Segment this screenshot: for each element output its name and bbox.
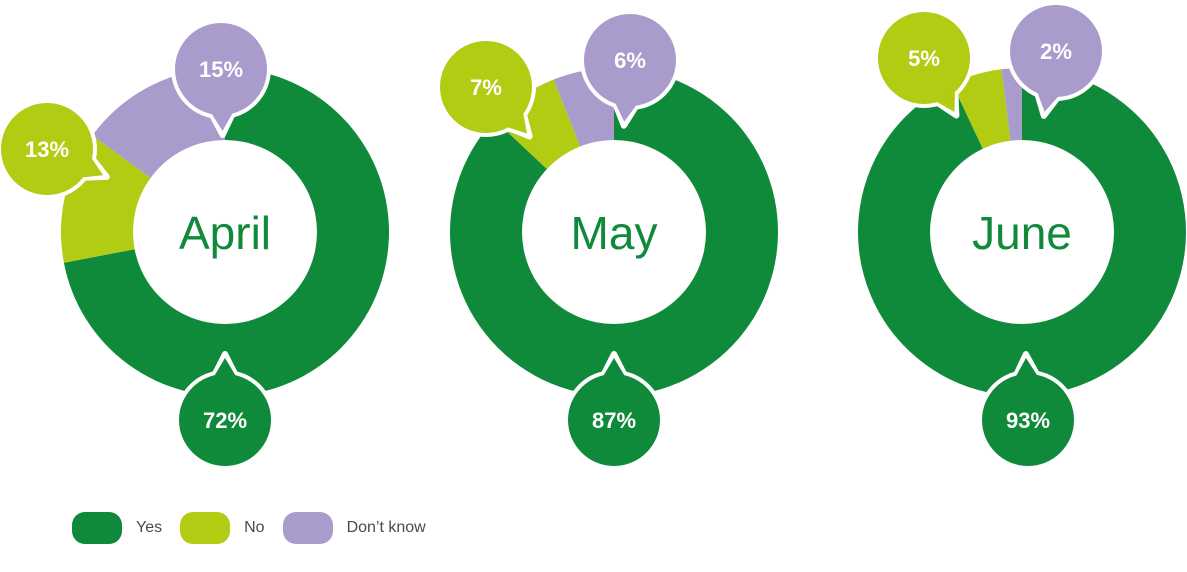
- bubble-don-t-know-april: 15%: [171, 19, 271, 138]
- data-label-don-t-know-may: 6%: [614, 48, 646, 73]
- bubble-no-may: 7%: [436, 37, 536, 140]
- legend-swatch-yes: [72, 512, 122, 544]
- data-label-no-april: 13%: [25, 137, 69, 162]
- bubble-no-april: 13%: [0, 99, 110, 199]
- legend-item-dont-know: Don’t know: [282, 512, 426, 544]
- donut-june: June 93% 5% 2%: [857, 1, 1186, 470]
- donut-may: May 87% 7% 6%: [436, 10, 778, 470]
- data-label-don-t-know-april: 15%: [199, 57, 243, 82]
- donut-april: April 72% 13% 15%: [0, 19, 389, 470]
- legend: Yes No Don’t know: [72, 512, 444, 544]
- bubble-yes-may: 87%: [564, 351, 664, 470]
- donut-hole: [133, 140, 317, 324]
- bubble-yes-april: 72%: [175, 351, 275, 470]
- legend-item-no: No: [180, 512, 265, 544]
- bubble-don-t-know-june: 2%: [1006, 1, 1106, 119]
- data-label-no-may: 7%: [470, 75, 502, 100]
- legend-item-yes: Yes: [72, 512, 162, 544]
- legend-swatch-no: [180, 512, 231, 544]
- center-label-may: May: [571, 207, 658, 259]
- data-label-no-june: 5%: [908, 46, 940, 71]
- data-label-yes-may: 87%: [592, 408, 636, 433]
- bubble-don-t-know-may: 6%: [580, 10, 680, 129]
- data-label-yes-june: 93%: [1006, 408, 1050, 433]
- donut-hole: [930, 140, 1114, 324]
- data-label-don-t-know-june: 2%: [1040, 39, 1072, 64]
- legend-swatch-dont-know: [282, 512, 333, 544]
- donut-hole: [522, 140, 706, 324]
- data-label-yes-april: 72%: [203, 408, 247, 433]
- bubble-yes-june: 93%: [978, 351, 1078, 470]
- legend-label-dont-know: Don’t know: [346, 519, 426, 536]
- center-label-april: April: [179, 207, 271, 259]
- legend-label-yes: Yes: [136, 519, 163, 536]
- bubble-no-june: 5%: [874, 8, 974, 119]
- center-label-june: June: [972, 207, 1072, 259]
- legend-label-no: No: [244, 519, 265, 536]
